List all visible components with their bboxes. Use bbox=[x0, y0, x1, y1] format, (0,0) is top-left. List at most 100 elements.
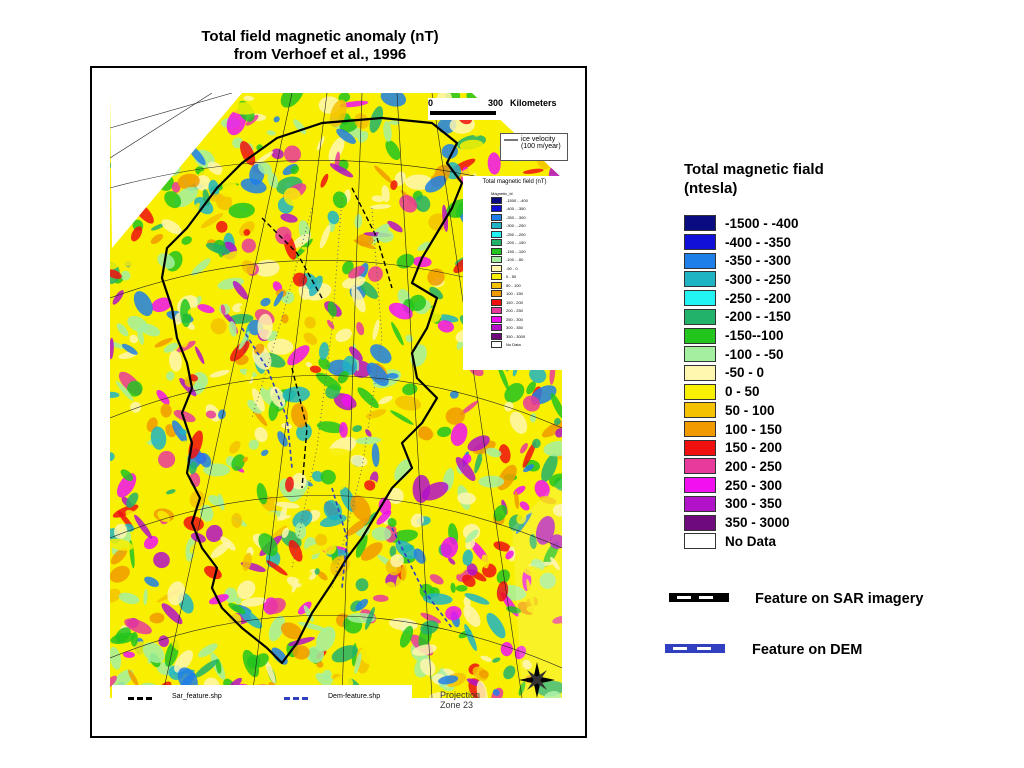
anomaly-blob bbox=[465, 609, 472, 617]
anomaly-blob bbox=[134, 514, 153, 539]
legend-label: -400 - -350 bbox=[725, 234, 792, 250]
inset-legend-swatch bbox=[491, 332, 502, 340]
anomaly-blob bbox=[348, 265, 365, 279]
anomaly-blob bbox=[342, 275, 366, 289]
anomaly-blob bbox=[402, 383, 418, 396]
dem-feature-line-icon bbox=[665, 644, 725, 653]
sar-shp-line-icon bbox=[128, 697, 152, 700]
anomaly-blob bbox=[522, 659, 532, 670]
no-data-corner-nw bbox=[110, 93, 242, 248]
anomaly-blob bbox=[385, 140, 401, 161]
inset-legend-label: -400 - -350 bbox=[506, 206, 526, 212]
anomaly-blob bbox=[181, 236, 192, 245]
anomaly-blob bbox=[504, 401, 514, 412]
anomaly-blob bbox=[241, 238, 256, 253]
anomaly-blob bbox=[210, 318, 227, 335]
anomaly-blob bbox=[354, 652, 362, 674]
legend-swatch bbox=[684, 477, 716, 494]
anomaly-blob bbox=[327, 301, 337, 317]
legend-label: 50 - 100 bbox=[725, 402, 775, 418]
sar-shp-label: Sar_feature.shp bbox=[172, 693, 222, 700]
anomaly-blob bbox=[387, 517, 397, 528]
anomaly-blob bbox=[230, 102, 260, 115]
anomaly-blob bbox=[110, 547, 128, 565]
anomaly-blob bbox=[243, 229, 251, 236]
anomaly-blob bbox=[167, 581, 186, 606]
anomaly-blob bbox=[209, 193, 226, 202]
magnetic-anomaly-map bbox=[110, 93, 562, 698]
inset-legend-label: 300 - 350 bbox=[506, 325, 523, 331]
ice-velocity-legend: ice velocity (100 m/year) bbox=[500, 133, 568, 161]
anomaly-blob bbox=[165, 624, 181, 651]
anomaly-blob bbox=[153, 551, 170, 569]
anomaly-blob bbox=[449, 390, 459, 399]
anomaly-blob bbox=[523, 464, 535, 473]
legend-item: 50 - 100 bbox=[684, 401, 775, 420]
anomaly-blob bbox=[209, 369, 230, 378]
anomaly-blob bbox=[437, 453, 458, 469]
anomaly-blob bbox=[389, 545, 397, 558]
anomaly-blob bbox=[417, 241, 432, 252]
anomaly-blob bbox=[496, 569, 510, 584]
anomaly-blob bbox=[189, 461, 197, 475]
inset-legend-label: 200 - 250 bbox=[506, 308, 523, 314]
anomaly-blob bbox=[493, 541, 511, 552]
anomaly-blob bbox=[522, 168, 544, 174]
anomaly-blob bbox=[509, 411, 528, 434]
anomaly-blob bbox=[316, 421, 345, 434]
inset-legend-label: 150 - 200 bbox=[506, 299, 523, 305]
anomaly-blob bbox=[427, 326, 444, 342]
inset-legend-item: -250 - -200 bbox=[491, 230, 566, 239]
anomaly-blob bbox=[377, 229, 394, 243]
legend-swatch bbox=[684, 364, 716, 381]
anomaly-blob bbox=[390, 554, 404, 568]
anomaly-blob bbox=[372, 319, 380, 341]
anomaly-blob bbox=[529, 534, 537, 549]
anomaly-blob bbox=[253, 151, 274, 166]
anomaly-blob bbox=[522, 395, 541, 412]
anomaly-blob bbox=[455, 585, 468, 592]
anomaly-blob bbox=[402, 220, 418, 241]
anomaly-blob bbox=[516, 513, 527, 525]
anomaly-blob bbox=[420, 612, 441, 624]
anomaly-blob bbox=[378, 497, 392, 515]
ice-velocity-lines bbox=[251, 197, 383, 589]
legend-label: -50 - 0 bbox=[725, 365, 765, 381]
anomaly-blob bbox=[260, 449, 269, 456]
inset-legend-label: -200 - -150 bbox=[506, 240, 526, 246]
anomaly-blob bbox=[400, 564, 407, 582]
anomaly-blob bbox=[110, 269, 122, 279]
inset-legend-layer: Magnetic_bl bbox=[491, 191, 513, 196]
anomaly-blob bbox=[123, 445, 137, 455]
anomaly-blob bbox=[179, 277, 188, 288]
legend-swatch bbox=[684, 383, 716, 400]
anomaly-blob bbox=[292, 645, 310, 660]
legend-swatch bbox=[684, 290, 716, 307]
inset-legend-rows: -1500 - -400 -400 - -350 -350 - -300 -300 -… bbox=[463, 196, 566, 349]
anomaly-blob bbox=[486, 612, 506, 639]
legend-item: -250 - -200 bbox=[684, 289, 791, 308]
anomaly-blob bbox=[156, 196, 164, 210]
dem-features bbox=[241, 327, 453, 629]
anomaly-blob bbox=[519, 501, 530, 511]
anomaly-blob bbox=[373, 594, 389, 602]
legend-swatch bbox=[684, 402, 716, 419]
anomaly-blob bbox=[492, 657, 501, 663]
sar-features bbox=[261, 187, 393, 489]
anomaly-blob bbox=[220, 613, 242, 636]
north-arrow-icon bbox=[519, 662, 555, 698]
anomaly-blob bbox=[110, 565, 130, 583]
legend-item: -50 - 0 bbox=[684, 364, 764, 383]
inset-legend-label: 50 - 100 bbox=[506, 282, 521, 288]
anomaly-blob bbox=[298, 571, 312, 584]
inset-legend-swatch bbox=[491, 196, 502, 204]
anomaly-blob bbox=[319, 342, 329, 360]
anomaly-blob bbox=[208, 179, 220, 198]
anomaly-blob bbox=[156, 389, 170, 405]
anomaly-blob bbox=[303, 332, 318, 345]
anomaly-blob bbox=[429, 286, 444, 300]
anomaly-blob bbox=[118, 592, 140, 605]
legend-item: 0 - 50 bbox=[684, 382, 760, 401]
anomaly-blob bbox=[258, 533, 278, 557]
anomaly-blob bbox=[127, 315, 149, 333]
